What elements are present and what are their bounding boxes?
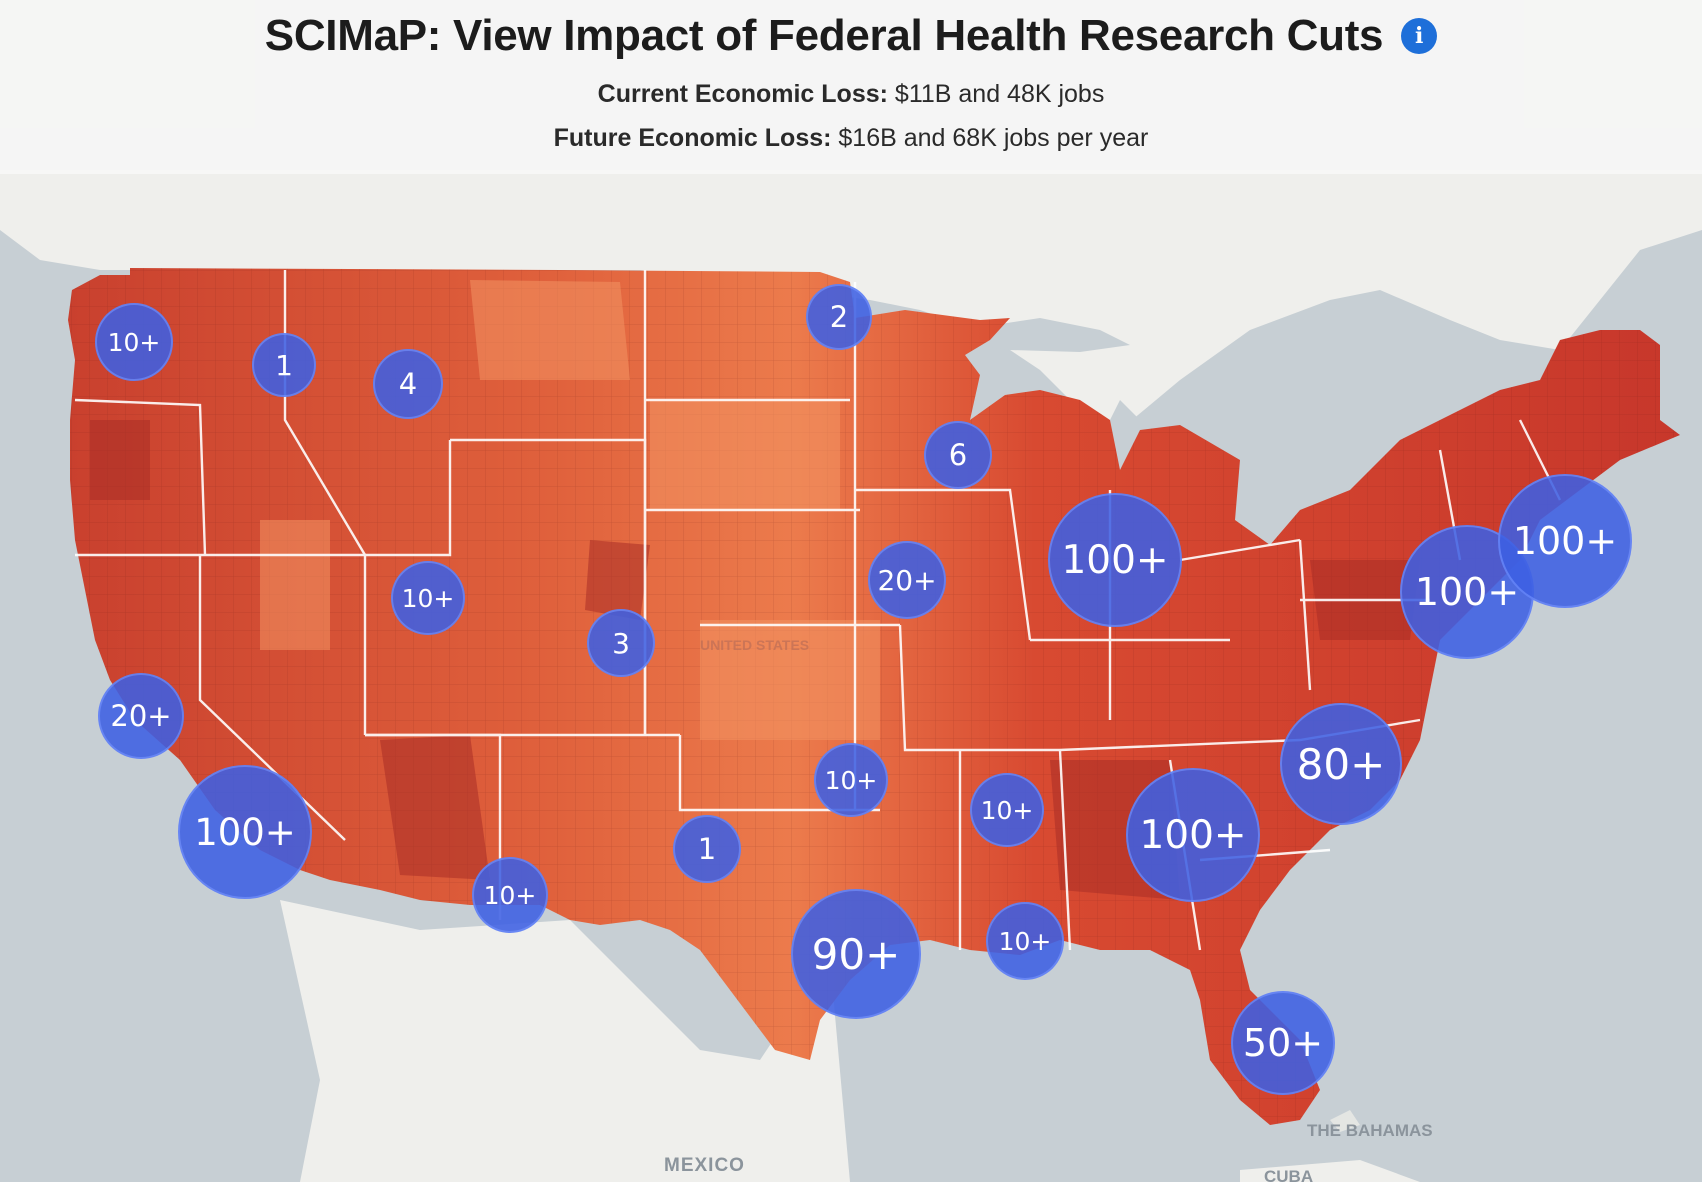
label-united-states: UNITED STATES [700, 637, 809, 653]
cluster-new-york[interactable]: 100+ [1400, 525, 1534, 659]
cluster-oklahoma[interactable]: 10+ [814, 743, 888, 817]
current-loss-value: $11B and 48K jobs [887, 80, 1105, 108]
cluster-los-angeles[interactable]: 100+ [178, 765, 312, 899]
cluster-florida[interactable]: 50+ [1231, 991, 1335, 1095]
cluster-san-francisco[interactable]: 20+ [98, 673, 184, 759]
label-bahamas: THE BAHAMAS [1307, 1121, 1433, 1140]
label-mexico: MEXICO [664, 1155, 745, 1176]
cluster-washington[interactable]: 10+ [95, 303, 173, 381]
cluster-colorado[interactable]: 3 [587, 609, 655, 677]
light-county-patches [260, 280, 880, 740]
cluster-montana-west[interactable]: 4 [373, 349, 443, 419]
future-loss-value: $16B and 68K jobs per year [831, 124, 1149, 152]
cluster-tucson[interactable]: 10+ [472, 857, 548, 933]
cluster-chicago[interactable]: 100+ [1048, 493, 1182, 627]
label-cuba: CUBA [1264, 1167, 1313, 1182]
cluster-north-carolina[interactable]: 80+ [1280, 703, 1402, 825]
cluster-minnesota[interactable]: 6 [924, 421, 992, 489]
mexico-land [280, 900, 850, 1182]
cuba-land [1240, 1160, 1420, 1182]
cluster-memphis[interactable]: 10+ [970, 773, 1044, 847]
cluster-utah[interactable]: 10+ [391, 561, 465, 635]
info-icon[interactable]: i [1401, 18, 1438, 54]
header-panel: SCIMaP: View Impact of Federal Health Re… [0, 0, 1702, 174]
cluster-new-mexico-east[interactable]: 1 [673, 815, 741, 883]
current-loss-label: Current Economic Loss: [597, 80, 888, 108]
cluster-houston[interactable]: 90+ [791, 889, 921, 1019]
lake-superior [960, 318, 1130, 352]
cluster-boston[interactable]: 100+ [1498, 474, 1632, 608]
cluster-north-dakota[interactable]: 2 [806, 284, 872, 350]
current-loss: Current Economic Loss: $11B and 48K jobs [0, 80, 1702, 109]
future-loss: Future Economic Loss: $16B and 68K jobs … [0, 124, 1702, 153]
bahamas-land [1330, 1110, 1360, 1132]
cluster-iowa[interactable]: 20+ [868, 541, 946, 619]
canada-land [0, 170, 1702, 430]
cluster-atlanta[interactable]: 100+ [1126, 768, 1260, 902]
page-title: SCIMaP: View Impact of Federal Health Re… [264, 11, 1384, 60]
cluster-new-orleans[interactable]: 10+ [986, 902, 1064, 980]
future-loss-label: Future Economic Loss: [553, 124, 832, 152]
title-row: SCIMaP: View Impact of Federal Health Re… [0, 8, 1702, 64]
cluster-spokane[interactable]: 1 [252, 333, 316, 397]
